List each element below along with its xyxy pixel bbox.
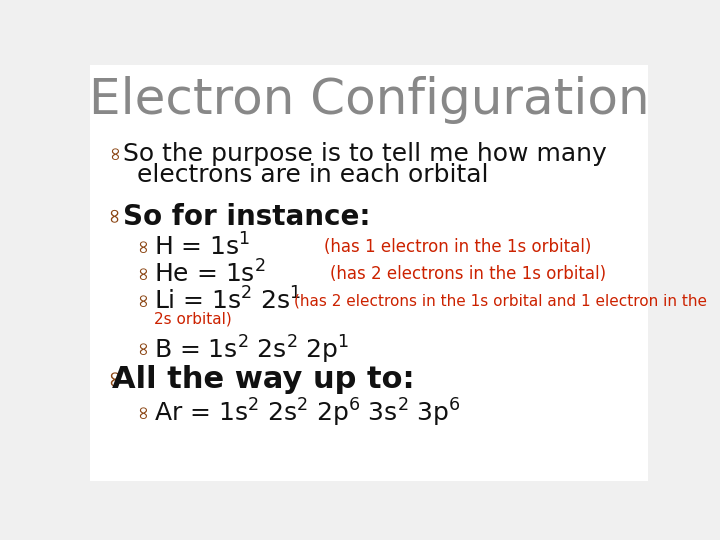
Text: $\infty$: $\infty$ <box>133 239 153 255</box>
Text: Li = 1s$^{2}$ 2s$^{1}$: Li = 1s$^{2}$ 2s$^{1}$ <box>154 287 302 315</box>
Text: $\infty$: $\infty$ <box>133 342 153 357</box>
Text: (has 1 electron in the 1s orbital): (has 1 electron in the 1s orbital) <box>324 238 592 256</box>
Text: (has 2 electrons in the 1s orbital and 1 electron in the: (has 2 electrons in the 1s orbital and 1… <box>294 293 706 308</box>
Text: $\infty$: $\infty$ <box>105 208 125 225</box>
Text: So for instance:: So for instance: <box>124 202 371 231</box>
Text: electrons are in each orbital: electrons are in each orbital <box>138 163 489 187</box>
Text: $\infty$: $\infty$ <box>133 406 153 421</box>
Text: $\infty$: $\infty$ <box>133 266 153 282</box>
Text: $\infty$: $\infty$ <box>104 370 127 389</box>
Text: $\infty$: $\infty$ <box>133 293 153 309</box>
FancyBboxPatch shape <box>80 57 658 488</box>
Text: All the way up to:: All the way up to: <box>112 365 415 394</box>
Text: He = 1s$^{2}$: He = 1s$^{2}$ <box>154 260 266 287</box>
Text: Ar = 1s$^{2}$ 2s$^{2}$ 2p$^{6}$ 3s$^{2}$ 3p$^{6}$: Ar = 1s$^{2}$ 2s$^{2}$ 2p$^{6}$ 3s$^{2}$… <box>154 397 461 429</box>
Text: So the purpose is to tell me how many: So the purpose is to tell me how many <box>124 142 607 166</box>
Text: 2s orbital): 2s orbital) <box>154 312 232 327</box>
Text: Electron Configuration: Electron Configuration <box>89 76 649 124</box>
Text: $\infty$: $\infty$ <box>106 146 125 162</box>
Text: B = 1s$^{2}$ 2s$^{2}$ 2p$^{1}$: B = 1s$^{2}$ 2s$^{2}$ 2p$^{1}$ <box>154 334 350 366</box>
Text: (has 2 electrons in the 1s orbital): (has 2 electrons in the 1s orbital) <box>330 265 606 283</box>
Text: H = 1s$^{1}$: H = 1s$^{1}$ <box>154 233 251 260</box>
